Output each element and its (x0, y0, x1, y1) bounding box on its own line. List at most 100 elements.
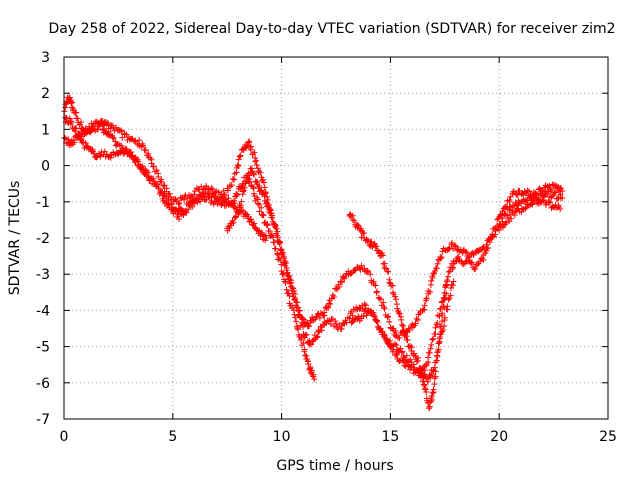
data-point (549, 193, 556, 200)
data-point (514, 191, 521, 198)
data-point (128, 149, 135, 156)
data-point (109, 134, 116, 141)
data-point (153, 167, 160, 174)
data-point (398, 321, 405, 328)
data-point (414, 367, 421, 374)
data-point (442, 282, 449, 289)
data-point (302, 332, 309, 339)
data-point (477, 258, 484, 265)
data-point (423, 295, 430, 302)
data-point (218, 191, 225, 198)
data-point (362, 307, 369, 314)
data-point (189, 203, 196, 210)
data-point (441, 314, 448, 321)
data-point (283, 286, 290, 293)
data-point (427, 345, 434, 352)
data-point (362, 302, 369, 309)
data-point (379, 252, 386, 259)
data-point (431, 381, 438, 388)
y-tick-label: 1 (41, 122, 50, 138)
data-point (234, 191, 241, 198)
data-point (279, 271, 286, 278)
data-point (288, 279, 295, 286)
data-point (74, 115, 81, 122)
data-point (371, 312, 378, 319)
data-point (433, 357, 440, 364)
data-point (425, 354, 432, 361)
data-point (145, 169, 152, 176)
data-point (245, 213, 252, 220)
data-point (393, 331, 400, 338)
data-point (290, 293, 297, 300)
data-point (383, 336, 390, 343)
data-point (447, 292, 454, 299)
data-point (439, 328, 446, 335)
data-point (261, 184, 268, 191)
data-point (150, 163, 157, 170)
data-point (313, 334, 320, 341)
data-point (291, 296, 298, 303)
data-point (251, 220, 258, 227)
data-point (256, 208, 263, 215)
data-point (191, 188, 198, 195)
data-point (439, 318, 446, 325)
data-point (552, 189, 559, 196)
x-tick-label: 15 (381, 429, 399, 445)
data-point (426, 403, 433, 410)
data-point (433, 265, 440, 272)
data-point (238, 184, 245, 191)
data-point (386, 318, 393, 325)
data-point (250, 170, 257, 177)
data-point (69, 104, 76, 111)
data-point (351, 267, 358, 274)
data-point (304, 358, 311, 365)
data-point (237, 152, 244, 159)
data-point (428, 393, 435, 400)
data-point (117, 127, 124, 134)
data-point (233, 192, 240, 199)
data-point (229, 176, 236, 183)
data-point (516, 187, 523, 194)
series-track-d (224, 204, 270, 244)
data-point (499, 218, 506, 225)
x-tick-label: 5 (168, 429, 177, 445)
data-point (406, 327, 413, 334)
data-point (408, 344, 415, 351)
data-point (450, 278, 457, 285)
x-tick-label: 25 (599, 429, 617, 445)
data-point (403, 352, 410, 359)
data-point (368, 239, 375, 246)
data-point (357, 225, 364, 232)
data-point (301, 348, 308, 355)
data-point (235, 209, 242, 216)
data-point (205, 193, 212, 200)
data-point (341, 275, 348, 282)
data-point (494, 216, 501, 223)
data-point (299, 323, 306, 330)
data-point (445, 296, 452, 303)
data-point (428, 341, 435, 348)
data-point (410, 370, 417, 377)
data-point (349, 216, 356, 223)
data-point (414, 357, 421, 364)
data-point (351, 217, 358, 224)
data-point (435, 346, 442, 353)
data-point (430, 335, 437, 342)
data-point (235, 156, 242, 163)
data-point (383, 265, 390, 272)
data-point (349, 312, 356, 319)
data-point (119, 134, 126, 141)
data-point (314, 333, 321, 340)
data-point (305, 322, 312, 329)
data-point (392, 296, 399, 303)
data-point (509, 208, 516, 215)
data-point (179, 207, 186, 214)
data-point (303, 331, 310, 338)
data-point (395, 309, 402, 316)
data-point (384, 314, 391, 321)
x-tick-label: 20 (490, 429, 508, 445)
data-point (316, 314, 323, 321)
data-point (547, 199, 554, 206)
data-point (425, 399, 432, 406)
data-point (293, 304, 300, 311)
